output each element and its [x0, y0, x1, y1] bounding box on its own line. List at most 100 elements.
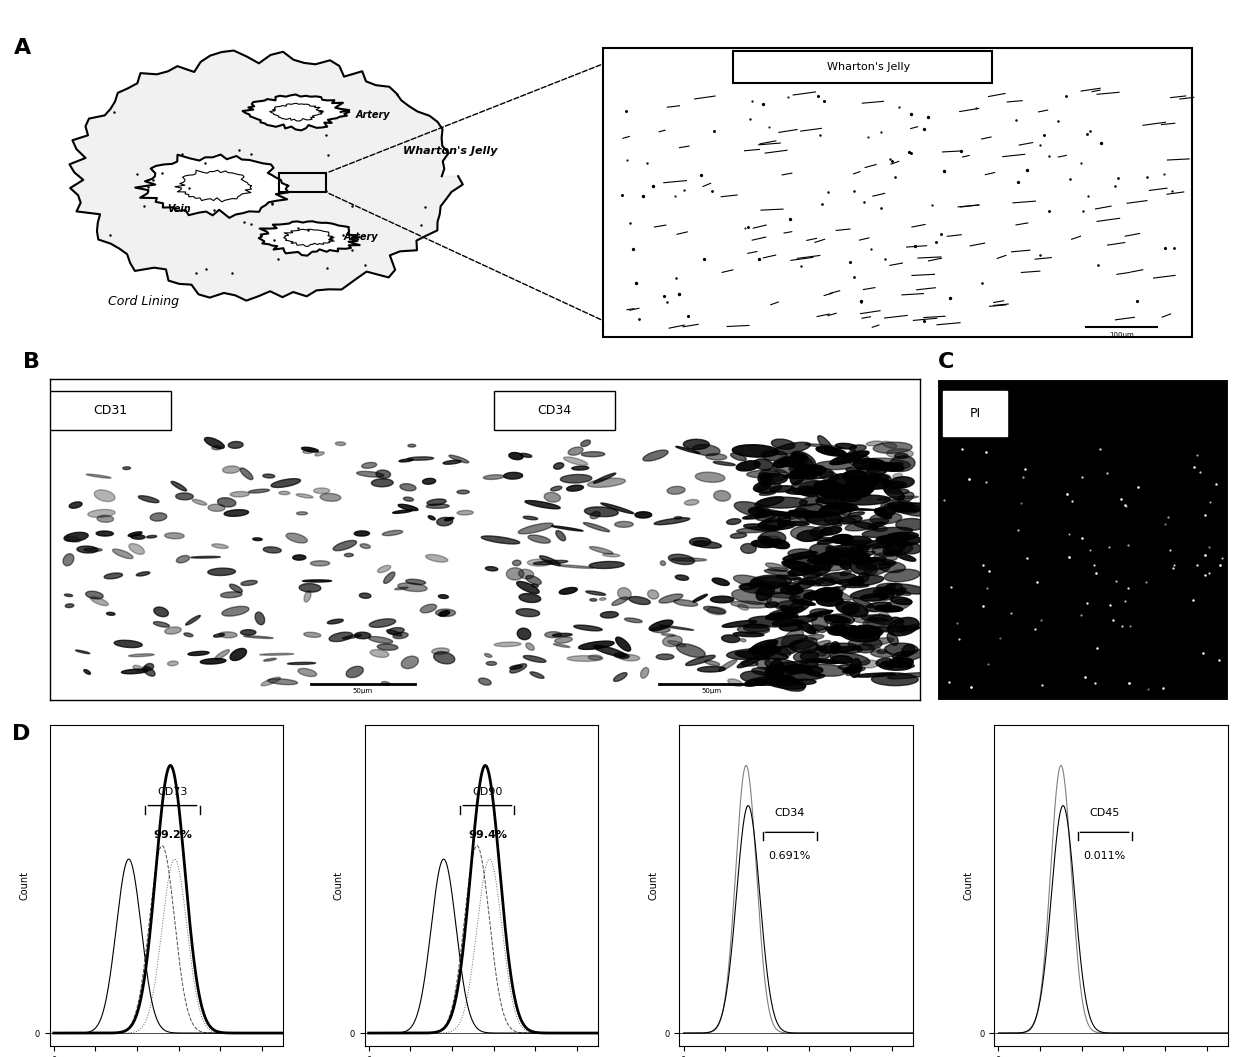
Ellipse shape	[310, 560, 330, 565]
Ellipse shape	[756, 657, 771, 669]
Ellipse shape	[877, 496, 919, 500]
Ellipse shape	[751, 540, 779, 548]
Ellipse shape	[722, 635, 740, 643]
Ellipse shape	[852, 539, 883, 552]
Ellipse shape	[601, 503, 634, 514]
Ellipse shape	[730, 533, 746, 538]
Ellipse shape	[773, 460, 789, 467]
Ellipse shape	[823, 519, 842, 526]
Ellipse shape	[599, 597, 606, 600]
Ellipse shape	[804, 634, 823, 641]
Ellipse shape	[872, 542, 913, 556]
Ellipse shape	[847, 552, 873, 567]
Ellipse shape	[816, 486, 822, 488]
Ellipse shape	[122, 669, 148, 673]
Ellipse shape	[403, 497, 413, 501]
Ellipse shape	[825, 589, 843, 595]
Ellipse shape	[551, 486, 562, 490]
Ellipse shape	[838, 665, 856, 670]
Ellipse shape	[420, 605, 436, 613]
Ellipse shape	[712, 578, 729, 586]
Ellipse shape	[738, 605, 749, 610]
Ellipse shape	[718, 660, 737, 671]
Ellipse shape	[553, 633, 572, 636]
Ellipse shape	[769, 607, 805, 616]
Ellipse shape	[776, 575, 801, 579]
Ellipse shape	[852, 631, 880, 638]
Ellipse shape	[360, 593, 371, 598]
Ellipse shape	[360, 543, 371, 549]
Ellipse shape	[769, 539, 790, 549]
Ellipse shape	[755, 497, 784, 507]
Ellipse shape	[816, 641, 831, 646]
Ellipse shape	[408, 457, 434, 460]
Polygon shape	[135, 154, 289, 218]
Ellipse shape	[842, 605, 859, 614]
Ellipse shape	[831, 652, 869, 665]
Ellipse shape	[303, 450, 312, 453]
Text: 0.691%: 0.691%	[769, 851, 811, 861]
Ellipse shape	[749, 507, 766, 516]
Ellipse shape	[144, 664, 154, 670]
Ellipse shape	[873, 442, 913, 453]
Ellipse shape	[658, 594, 683, 604]
Ellipse shape	[846, 665, 861, 675]
Ellipse shape	[693, 445, 720, 456]
Ellipse shape	[839, 494, 862, 501]
Ellipse shape	[826, 546, 839, 564]
Ellipse shape	[842, 667, 866, 673]
Ellipse shape	[765, 563, 787, 571]
Ellipse shape	[846, 467, 861, 472]
Ellipse shape	[841, 541, 852, 544]
Ellipse shape	[846, 519, 889, 531]
Ellipse shape	[383, 572, 394, 583]
Ellipse shape	[221, 592, 242, 597]
Ellipse shape	[481, 536, 520, 544]
Ellipse shape	[800, 652, 818, 661]
Ellipse shape	[894, 453, 908, 459]
Ellipse shape	[800, 668, 821, 676]
Ellipse shape	[899, 542, 921, 554]
Ellipse shape	[298, 668, 316, 676]
Ellipse shape	[869, 618, 893, 625]
Ellipse shape	[843, 666, 862, 673]
Ellipse shape	[241, 580, 257, 586]
Ellipse shape	[94, 489, 115, 502]
Ellipse shape	[771, 439, 795, 449]
Ellipse shape	[556, 531, 565, 541]
Ellipse shape	[714, 490, 730, 501]
Ellipse shape	[735, 651, 769, 660]
Ellipse shape	[796, 508, 807, 515]
Ellipse shape	[435, 609, 455, 616]
Text: 50μm: 50μm	[353, 688, 373, 694]
Ellipse shape	[815, 558, 848, 571]
Ellipse shape	[372, 479, 393, 487]
Ellipse shape	[823, 573, 857, 583]
Ellipse shape	[848, 637, 882, 650]
Ellipse shape	[773, 455, 807, 472]
Ellipse shape	[554, 637, 573, 644]
Ellipse shape	[755, 591, 800, 598]
Ellipse shape	[427, 499, 446, 505]
Ellipse shape	[873, 480, 894, 489]
Ellipse shape	[520, 593, 541, 602]
Text: C: C	[937, 352, 954, 372]
Ellipse shape	[842, 488, 870, 497]
Ellipse shape	[590, 512, 600, 519]
Ellipse shape	[887, 449, 913, 459]
Ellipse shape	[844, 477, 868, 482]
Ellipse shape	[560, 475, 591, 483]
Ellipse shape	[749, 577, 786, 590]
Ellipse shape	[746, 675, 794, 685]
Ellipse shape	[789, 641, 820, 653]
Ellipse shape	[436, 517, 453, 525]
Ellipse shape	[248, 489, 269, 493]
Ellipse shape	[804, 574, 841, 585]
Text: 50μm: 50μm	[701, 688, 722, 694]
Ellipse shape	[849, 445, 866, 451]
Text: 100μm: 100μm	[1110, 332, 1133, 338]
Ellipse shape	[873, 589, 894, 598]
Ellipse shape	[882, 481, 906, 488]
Ellipse shape	[567, 655, 603, 662]
Ellipse shape	[857, 478, 893, 489]
